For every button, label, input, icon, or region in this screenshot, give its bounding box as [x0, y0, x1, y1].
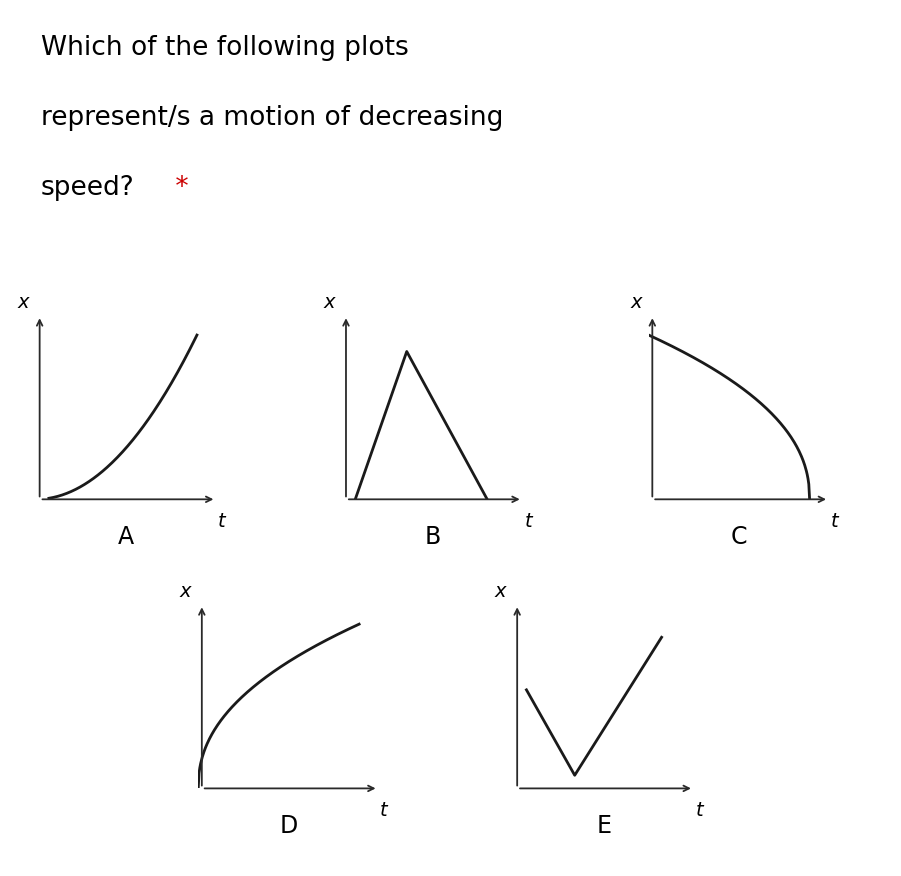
Text: t: t [380, 802, 387, 820]
Text: t: t [524, 512, 532, 531]
Text: x: x [323, 293, 335, 312]
Text: t: t [831, 512, 838, 531]
Text: B: B [424, 525, 441, 549]
Text: Which of the following plots: Which of the following plots [41, 35, 408, 61]
Text: x: x [17, 293, 29, 312]
Text: E: E [596, 814, 611, 838]
Text: A: A [118, 525, 134, 549]
Text: represent/s a motion of decreasing: represent/s a motion of decreasing [41, 105, 503, 131]
Text: t: t [218, 512, 225, 531]
Text: speed?: speed? [41, 175, 134, 201]
Text: x: x [179, 582, 191, 601]
Text: x: x [495, 582, 506, 601]
Text: t: t [696, 802, 703, 820]
Text: C: C [731, 525, 747, 549]
Text: *: * [167, 175, 188, 201]
Text: D: D [279, 814, 297, 838]
Text: x: x [630, 293, 642, 312]
